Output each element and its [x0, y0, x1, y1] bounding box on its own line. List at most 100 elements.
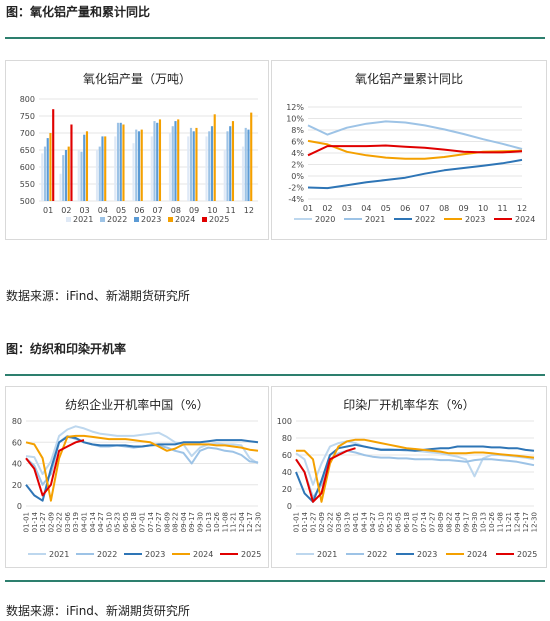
series-line-2025 [295, 447, 356, 503]
x-tick-label: 09-30 [471, 512, 479, 532]
bar-2021-12 [241, 146, 245, 201]
y-tick-label: 0% [291, 172, 304, 181]
bar-2024-10 [213, 114, 216, 201]
chart-panel-dyeing-rate: 印染厂开机率华东（%） 0 20 40 60 80 100 01-01 01-14 01-27 02… [271, 386, 547, 568]
series-line-2021 [307, 120, 523, 150]
legend-label-2023: 2023 [145, 550, 165, 559]
x-tick-label: 08-09 [163, 512, 171, 532]
x-tick-label: 03 [80, 206, 90, 215]
bar-2021-10 [205, 136, 208, 201]
x-tick-label: 10 [207, 206, 217, 215]
bar-2021-02 [59, 173, 62, 201]
y-tick-label: 800 [20, 95, 35, 104]
bar-2024-03 [85, 131, 89, 201]
legend-swatch-2021 [66, 217, 71, 222]
bar-2024-09 [195, 127, 198, 201]
x-tick-label: 09-04 [454, 511, 462, 532]
bar-2024-05 [122, 124, 125, 201]
section-rule-top [5, 37, 545, 39]
bar-2023-02 [64, 150, 68, 201]
x-tick-label: 07 [420, 204, 430, 213]
x-tick-label: 08-22 [172, 512, 180, 532]
x-tick-label: 04-01 [352, 512, 360, 532]
legend-swatch-2022 [100, 217, 105, 222]
x-tick-label: 11-21 [505, 512, 513, 532]
bar-2022-11 [226, 131, 229, 201]
bar-2021-04 [95, 150, 99, 201]
series-line-2023 [307, 139, 523, 160]
y-tick-label: 2% [291, 161, 304, 170]
legend-label-2022: 2022 [415, 215, 435, 224]
x-tick-label: 09-17 [463, 512, 471, 532]
y-tick-label: 80 [282, 434, 292, 443]
x-tick-label: 05-10 [378, 512, 386, 532]
bar-2023-07 [156, 122, 159, 201]
y-tick-label: 4% [291, 149, 304, 158]
legend-label-2024: 2024 [515, 215, 535, 224]
y-tick-label: 60 [282, 451, 292, 460]
bar-2024-02 [67, 146, 70, 201]
bar-2022-07 [153, 121, 156, 201]
x-tick-label: 04-14 [361, 511, 369, 532]
y-tick-label: 20 [12, 481, 22, 490]
x-tick-label: 08-09 [437, 512, 445, 532]
bar-2023-10 [210, 126, 214, 201]
series-line-2024 [307, 144, 523, 157]
x-tick-label: 10-13 [205, 512, 213, 532]
y-tick-label: 80 [12, 417, 22, 426]
x-tick-label: 09 [459, 204, 469, 213]
legend-label-2022: 2022 [97, 550, 117, 559]
chart-panel-textile-rate: 纺织企业开机率中国（%） 0 20 40 60 80 01-01 01-14 01-27 02-0… [5, 386, 269, 568]
legend-label-2020: 2020 [315, 215, 335, 224]
legend-label-2021: 2021 [317, 550, 337, 559]
bar-2022-12 [244, 127, 247, 201]
x-tick-label: 12 [517, 204, 527, 213]
x-tick-label: 09-17 [188, 512, 196, 532]
bar-2023-01 [46, 138, 49, 201]
series-line-2022 [295, 449, 535, 499]
x-tick-label: 06-18 [130, 512, 138, 532]
x-tick-label: 08 [439, 204, 449, 213]
series-line-2025 [25, 439, 85, 497]
series-line-2021 [25, 425, 259, 476]
legend-label-2022: 2022 [107, 215, 127, 224]
bar-2021-05 [114, 136, 117, 201]
x-tick-label: 01-14 [301, 511, 309, 532]
x-tick-label: 06 [134, 206, 144, 215]
x-tick-label: 01 [303, 204, 313, 213]
x-tick-label: 12-17 [246, 512, 254, 532]
y-tick-label: 60 [12, 438, 22, 447]
legend-label-2024: 2024 [193, 550, 213, 559]
x-tick-label: 07-14 [420, 511, 428, 532]
x-tick-label: 12 [244, 206, 254, 215]
figure-title-textile: 图：纺织和印染开机率 [6, 342, 127, 356]
x-tick-label: 01 [43, 206, 53, 215]
x-tick-label: 11-08 [221, 512, 229, 532]
y-tick-label: 20 [282, 485, 292, 494]
bar-2022-09 [189, 127, 193, 201]
legend-swatch-2025 [202, 217, 207, 222]
series-line-2023 [25, 435, 259, 502]
x-tick-label: 09-04 [180, 511, 188, 532]
bar-2023-11 [229, 126, 232, 201]
x-tick-label: 01-01 [293, 512, 301, 532]
legend-label-2021: 2021 [49, 550, 69, 559]
bar-2024-04 [104, 136, 107, 201]
bar-2025-02 [70, 124, 73, 201]
x-tick-label: 07-27 [429, 512, 437, 532]
bar-2025-01 [52, 109, 55, 201]
x-tick-label: 02-09 [47, 512, 55, 532]
bar-2023-09 [192, 131, 195, 201]
legend-label-2022: 2022 [367, 550, 387, 559]
section-rule-bottom [5, 580, 545, 582]
bar-2024-12 [250, 112, 253, 201]
x-tick-label: 12-30 [531, 512, 539, 532]
bar-2022-06 [135, 129, 138, 201]
bar-2024-07 [158, 119, 162, 201]
bar-2023-12 [247, 129, 250, 201]
y-tick-label: 700 [20, 129, 35, 138]
x-tick-label: 07-01 [412, 512, 420, 532]
x-tick-label: 01-01 [23, 512, 31, 532]
x-tick-label: 03-19 [344, 512, 352, 532]
x-tick-label: 12-04 [238, 511, 246, 532]
